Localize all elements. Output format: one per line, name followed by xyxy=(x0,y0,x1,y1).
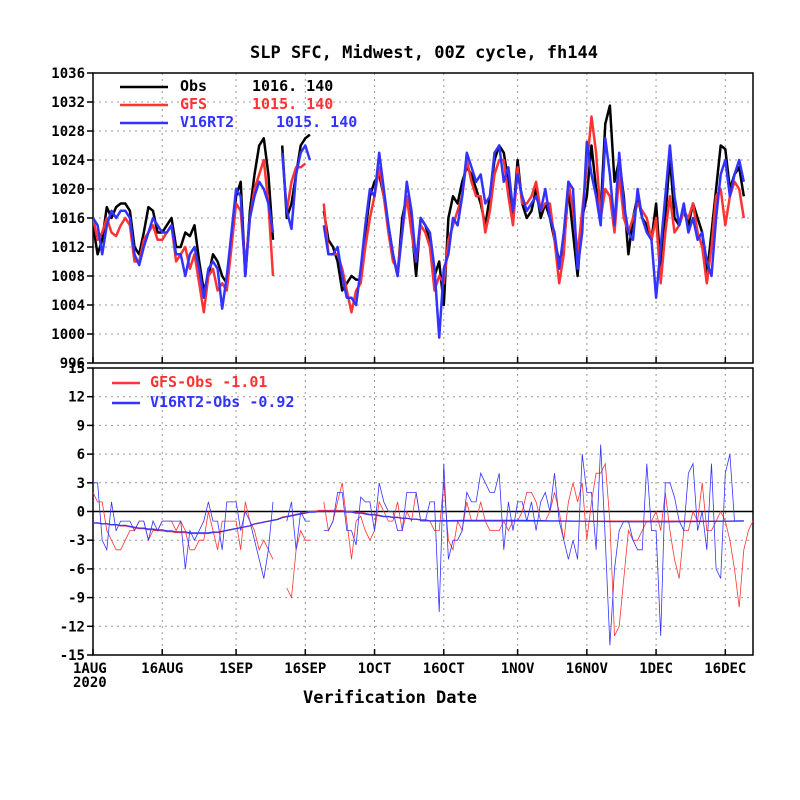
top-ytick-label: 1004 xyxy=(51,298,85,314)
top-ytick-label: 1024 xyxy=(51,153,85,169)
legend-label: GFS-Obs -1.01 xyxy=(150,373,267,391)
top-panel: 996 1000 1004 1008 1012 1016 1020 1024 1028 1032 1… xyxy=(51,66,754,372)
bottom-ytick-label: -9 xyxy=(68,591,85,607)
series-line-gfs xyxy=(93,115,746,314)
top-ytick-label: 1012 xyxy=(51,240,85,256)
x-tick-label: 16AUG xyxy=(141,661,183,677)
bottom-ytick-label: -12 xyxy=(60,619,85,635)
series-line-obs xyxy=(93,104,746,307)
x-tick-label: 1SEP xyxy=(219,661,253,677)
x-tick-label: 16DEC xyxy=(704,661,746,677)
bottom-ytick-label: -15 xyxy=(60,648,85,664)
top-ytick-label: 1032 xyxy=(51,95,85,111)
legend-stats: 1015. 140 xyxy=(252,95,333,113)
top-ytick-label: 1020 xyxy=(51,182,85,198)
x-tick-label: 16NOV xyxy=(566,661,609,677)
bottom-panel: -15 -12 -9 -6 -3 0 3 6 9 12 15 GFS-Obs -1.01 V16RT2-… xyxy=(60,361,754,664)
x-axis-label: Verification Date xyxy=(303,688,477,708)
x-tick-label: 1DEC xyxy=(639,661,673,677)
chart-title: SLP SFC, Midwest, 00Z cycle, fh144 xyxy=(250,43,598,63)
legend-label: GFS xyxy=(180,95,207,113)
x-tick-label: 1AUG xyxy=(73,661,107,677)
legend-label: Obs xyxy=(180,77,207,95)
diff-line-v16rt2-obs xyxy=(93,444,744,646)
x-tick-sublabel: 2020 xyxy=(73,675,107,691)
bottom-ytick-label: 0 xyxy=(77,505,85,521)
bottom-ytick-label: 6 xyxy=(77,447,85,463)
top-ytick-label: 1036 xyxy=(51,66,85,82)
legend-label: V16RT2 xyxy=(180,113,234,131)
legend-label: V16RT2-Obs -0.92 xyxy=(150,393,295,411)
series-line-v16rt2 xyxy=(93,137,746,339)
x-tick-label: 16OCT xyxy=(423,661,465,677)
bottom-ytick-label: 9 xyxy=(77,418,85,434)
bottom-ytick-label: 15 xyxy=(68,361,85,377)
top-ytick-label: 996 xyxy=(60,356,85,372)
bottom-ytick-label: -6 xyxy=(68,562,85,578)
bottom-ytick-label: -3 xyxy=(68,533,85,549)
top-ytick-label: 1028 xyxy=(51,124,85,140)
legend-stats: 1016. 140 xyxy=(252,77,333,95)
top-ytick-label: 1008 xyxy=(51,269,85,285)
mean-line-v16rt2-obs xyxy=(93,510,744,534)
bottom-ytick-label: 3 xyxy=(77,476,85,492)
top-ytick-label: 1000 xyxy=(51,327,85,343)
x-tick-label: 1NOV xyxy=(501,661,535,677)
x-tick-label: 1OCT xyxy=(358,661,392,677)
top-ytick-label: 1016 xyxy=(51,211,85,227)
x-tick-label: 16SEP xyxy=(284,661,326,677)
bottom-ytick-label: 12 xyxy=(68,390,85,406)
legend-stats: 1015. 140 xyxy=(276,113,357,131)
